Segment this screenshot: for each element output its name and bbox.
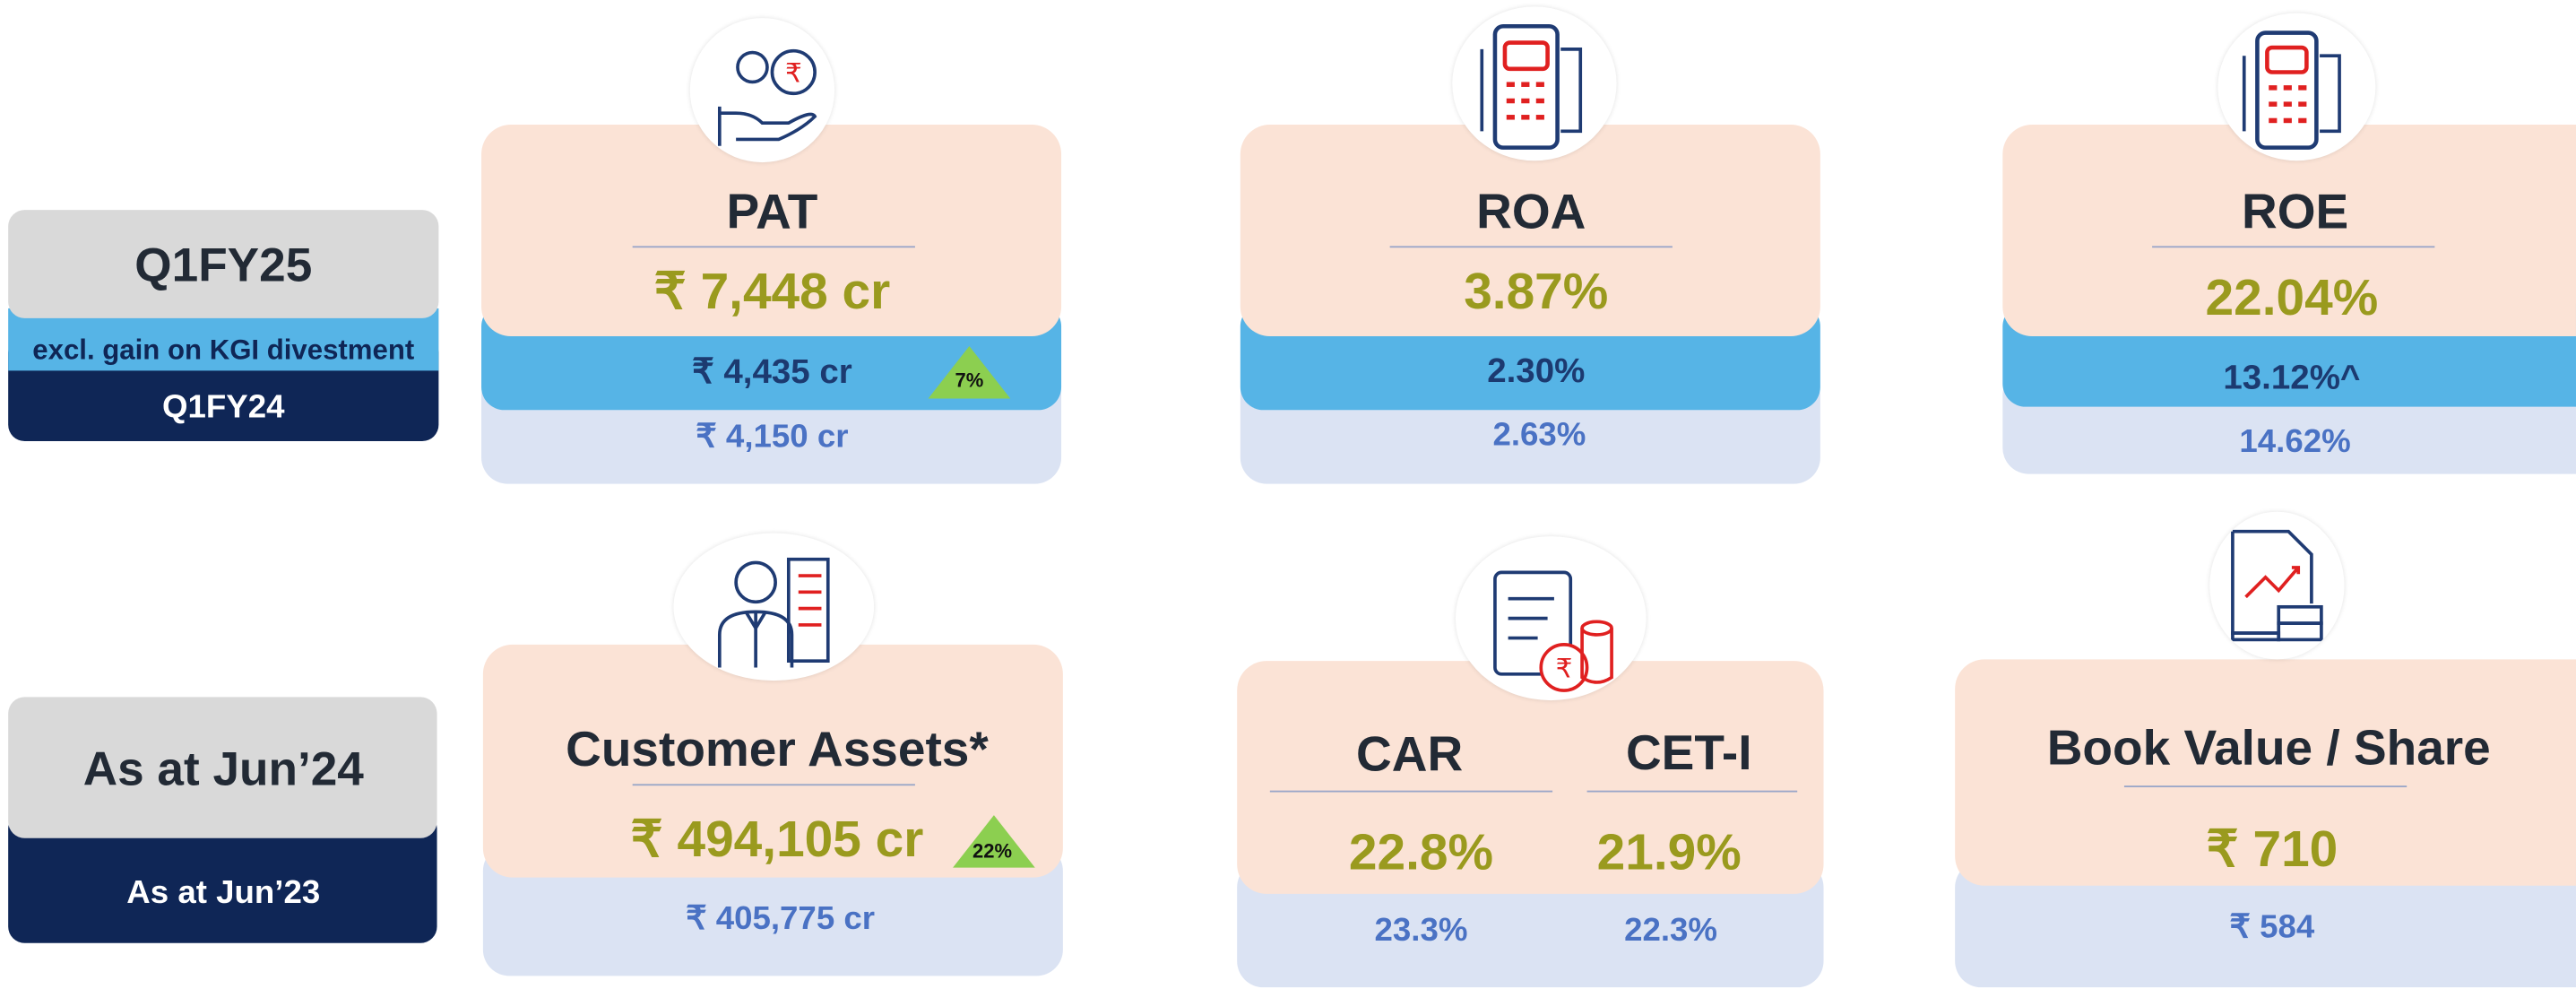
divider bbox=[2152, 246, 2435, 248]
card-current: 22.8% bbox=[1348, 823, 1494, 881]
icon-book-value bbox=[2209, 511, 2345, 660]
legend-current: Q1FY25 bbox=[134, 239, 313, 293]
legend-current-box bbox=[8, 210, 439, 318]
card-current: 3.87% bbox=[1464, 262, 1609, 320]
legend-as-at-prior: As at Jun’23 bbox=[126, 874, 321, 912]
card-title: Customer Assets* bbox=[566, 723, 989, 778]
card-current: ₹ 494,105 cr bbox=[630, 810, 924, 868]
legend-excl: excl. gain on KGI divestment bbox=[32, 334, 415, 366]
card-prior: ₹ 584 bbox=[2229, 909, 2315, 946]
card-current: 22.04% bbox=[2205, 268, 2379, 327]
card-prior: ₹ 4,150 cr bbox=[696, 419, 849, 455]
card-prior: 14.62% bbox=[2239, 423, 2351, 461]
card-excl: ₹ 4,435 cr bbox=[692, 353, 852, 392]
card-prior: 22.3% bbox=[1624, 912, 1718, 950]
legend-as-at-current-box bbox=[8, 697, 437, 838]
card-current-bg bbox=[1237, 661, 1824, 894]
card-title: ROA bbox=[1476, 185, 1586, 240]
divider bbox=[1269, 790, 1553, 793]
card-current: 21.9% bbox=[1596, 823, 1742, 881]
icon-roe bbox=[2217, 13, 2376, 161]
card-title: PAT bbox=[726, 185, 818, 240]
card-excl: 13.12%^ bbox=[2223, 359, 2361, 397]
card-title: Book Value / Share bbox=[2046, 721, 2491, 776]
svg-text:₹: ₹ bbox=[785, 58, 802, 88]
divider bbox=[1389, 246, 1673, 248]
legend-excl-box bbox=[8, 308, 439, 371]
card-current-bg bbox=[1955, 659, 2576, 886]
card-title: CAR bbox=[1356, 728, 1464, 783]
card-title: CET-I bbox=[1625, 726, 1752, 781]
growth-badge bbox=[953, 815, 1035, 868]
card-prior: 2.63% bbox=[1492, 417, 1586, 454]
legend-as-at-current: As at Jun’24 bbox=[82, 743, 364, 797]
legend-prior: Q1FY24 bbox=[162, 389, 285, 426]
card-title: ROE bbox=[2241, 185, 2349, 240]
card-prior: ₹ 405,775 cr bbox=[686, 901, 876, 938]
growth-label: 22% bbox=[972, 839, 1013, 863]
card-current: ₹ 710 bbox=[2206, 820, 2338, 878]
card-excl: 2.30% bbox=[1487, 352, 1586, 391]
growth-badge bbox=[928, 345, 1011, 399]
divider bbox=[2123, 785, 2407, 788]
icon-capital: ₹ bbox=[1455, 536, 1647, 701]
svg-text:₹: ₹ bbox=[1556, 654, 1573, 683]
card-current: ₹ 7,448 cr bbox=[653, 262, 891, 320]
icon-pat: ₹ bbox=[689, 18, 835, 163]
divider bbox=[632, 784, 915, 786]
divider bbox=[1586, 790, 1798, 793]
growth-label: 7% bbox=[955, 369, 984, 393]
icon-customer-assets bbox=[673, 533, 875, 681]
card-current-bg bbox=[482, 644, 1063, 878]
divider bbox=[632, 246, 915, 248]
card-prior: 23.3% bbox=[1374, 912, 1468, 950]
icon-roa bbox=[1452, 6, 1617, 161]
